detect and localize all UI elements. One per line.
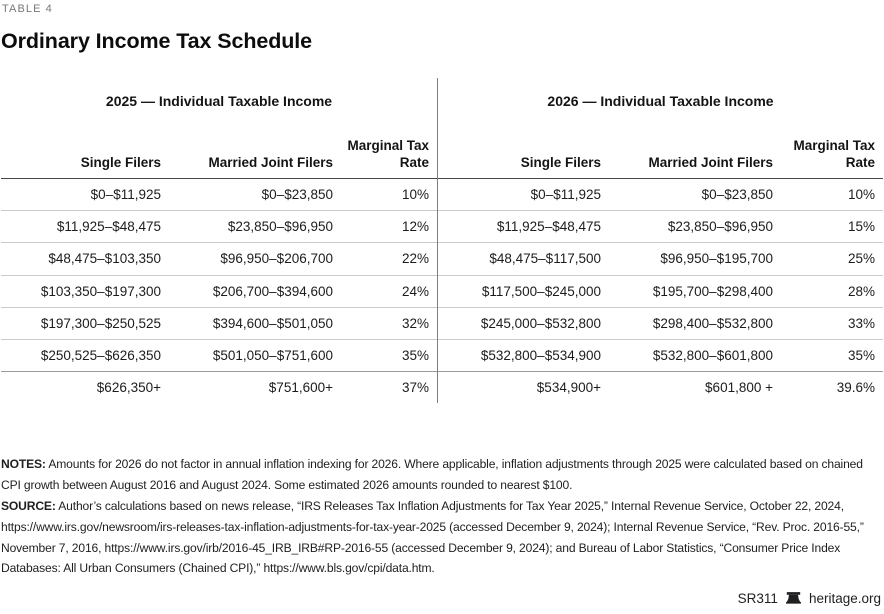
table-row-top-bracket: $534,900+ $601,800 + 39.6%	[438, 371, 883, 404]
marginal-rate: 28%	[781, 274, 883, 308]
table-row: $11,925–$48,475 $23,850–$96,950 12%	[1, 210, 437, 243]
table-row-top-bracket: $626,350+ $751,600+ 37%	[1, 371, 437, 404]
page-footer: SR311 heritage.org	[738, 591, 881, 606]
married-joint-range: $96,950–$195,700	[609, 242, 781, 276]
married-joint-range: $751,600+	[169, 371, 341, 404]
marginal-rate: 35%	[781, 338, 883, 372]
table-row: $11,925–$48,475 $23,850–$96,950 15%	[438, 210, 883, 243]
married-joint-range: $0–$23,850	[261, 187, 333, 203]
married-joint-range: $394,600–$501,050	[169, 306, 341, 340]
single-filers-range: $245,000–$532,800	[438, 306, 609, 340]
married-joint-range: $96,950–$206,700	[169, 242, 341, 276]
col-header-married-joint-filers: Married Joint Filers	[169, 110, 341, 179]
single-filers-range: $117,500–$245,000	[438, 274, 609, 308]
column-header-row: Single Filers Married Joint Filers Margi…	[1, 110, 437, 179]
notes-paragraph: NOTES: Amounts for 2026 do not factor in…	[1, 454, 875, 496]
married-joint-range: $206,700–$394,600	[169, 274, 341, 308]
table-row: $48,475–$103,350 $96,950–$206,700 22%	[1, 242, 437, 276]
source-label: SOURCE:	[1, 498, 56, 513]
col-header-married-joint-filers: Married Joint Filers	[609, 110, 781, 179]
married-joint-range: $0–$23,850	[701, 187, 773, 203]
single-filers-range: $626,350+	[1, 371, 169, 404]
single-filers-range: $532,800–$534,900	[438, 338, 609, 372]
single-filers-range: $197,300–$250,525	[1, 306, 169, 340]
married-joint-range: $601,800 +	[609, 371, 781, 404]
col-header-marginal-tax-rate: Marginal Tax Rate	[341, 110, 437, 179]
marginal-rate: 33%	[781, 306, 883, 340]
single-filers-range: $11,925–$48,475	[438, 210, 609, 243]
col-header-marginal-tax-rate: Marginal Tax Rate	[781, 110, 883, 179]
tax-table-2025: 2025 — Individual Taxable Income Single …	[1, 78, 437, 404]
table-row: $250,525–$626,350 $501,050–$751,600 35%	[1, 338, 437, 372]
single-filers-range: $103,350–$197,300	[1, 274, 169, 308]
site-link[interactable]: heritage.org	[808, 591, 881, 606]
notes-text: Amounts for 2026 do not factor in annual…	[1, 457, 863, 493]
single-filers-range: $11,925–$48,475	[1, 210, 169, 243]
marginal-rate: 25%	[781, 242, 883, 276]
single-filers-range: $0–$11,925	[90, 187, 161, 203]
report-id: SR311	[737, 591, 778, 606]
source-text: Author’s calculations based on news rele…	[1, 498, 864, 576]
col-header-single-filers: Single Filers	[1, 110, 169, 179]
single-filers-range: $48,475–$103,350	[1, 242, 169, 276]
center-divider	[437, 78, 438, 404]
tax-schedule-figure: 2025 — Individual Taxable Income Single …	[1, 78, 884, 404]
year-header-2026: 2026 — Individual Taxable Income	[547, 93, 774, 109]
married-joint-range: $532,800–$601,800	[609, 338, 781, 372]
married-joint-range: $23,850–$96,950	[169, 210, 341, 243]
marginal-rate: 37%	[341, 371, 437, 404]
married-joint-range: $23,850–$96,950	[609, 210, 781, 243]
table-number-label: TABLE 4	[2, 3, 53, 15]
table-row: $117,500–$245,000 $195,700–$298,400 28%	[438, 274, 883, 308]
table-row: $48,475–$117,500 $96,950–$195,700 25%	[438, 242, 883, 276]
marginal-rate: 10%	[847, 187, 875, 203]
liberty-bell-icon	[785, 592, 801, 604]
married-joint-range: $195,700–$298,400	[609, 274, 781, 308]
table-row: $0–$11,925 $0–$23,850 10%	[438, 179, 883, 211]
marginal-rate: 22%	[341, 242, 437, 276]
marginal-rate: 24%	[341, 274, 437, 308]
footnotes: NOTES: Amounts for 2026 do not factor in…	[1, 454, 875, 579]
marginal-rate: 35%	[341, 338, 437, 372]
column-header-row: Single Filers Married Joint Filers Margi…	[438, 110, 883, 179]
single-filers-range: $0–$11,925	[530, 187, 601, 203]
col-header-single-filers: Single Filers	[438, 110, 609, 179]
marginal-rate: 12%	[341, 210, 437, 243]
single-filers-range: $250,525–$626,350	[1, 338, 169, 372]
marginal-rate: 32%	[341, 306, 437, 340]
tax-table-2026: 2026 — Individual Taxable Income Single …	[438, 78, 883, 404]
bracket-table-2025: Single Filers Married Joint Filers Margi…	[1, 110, 437, 404]
table-row: $0–$11,925 $0–$23,850 10%	[1, 179, 437, 211]
bracket-table-2026: Single Filers Married Joint Filers Margi…	[438, 110, 883, 404]
table-row: $197,300–$250,525 $394,600–$501,050 32%	[1, 306, 437, 340]
table-row: $245,000–$532,800 $298,400–$532,800 33%	[438, 306, 883, 340]
year-header-2025: 2025 — Individual Taxable Income	[105, 93, 333, 109]
table-row: $103,350–$197,300 $206,700–$394,600 24%	[1, 274, 437, 308]
figure-title: Ordinary Income Tax Schedule	[1, 29, 313, 53]
single-filers-range: $534,900+	[438, 371, 609, 404]
married-joint-range: $298,400–$532,800	[609, 306, 781, 340]
marginal-rate: 15%	[781, 210, 883, 243]
table-row: $532,800–$534,900 $532,800–$601,800 35%	[438, 338, 883, 372]
notes-label: NOTES:	[1, 457, 46, 472]
single-filers-range: $48,475–$117,500	[438, 242, 609, 276]
married-joint-range: $501,050–$751,600	[169, 338, 341, 372]
report-table-figure: TABLE 4 Ordinary Income Tax Schedule 202…	[1, 3, 884, 606]
marginal-rate: 39.6%	[781, 371, 883, 404]
marginal-rate: 10%	[401, 187, 429, 203]
source-paragraph: SOURCE: Author’s calculations based on n…	[1, 496, 875, 579]
